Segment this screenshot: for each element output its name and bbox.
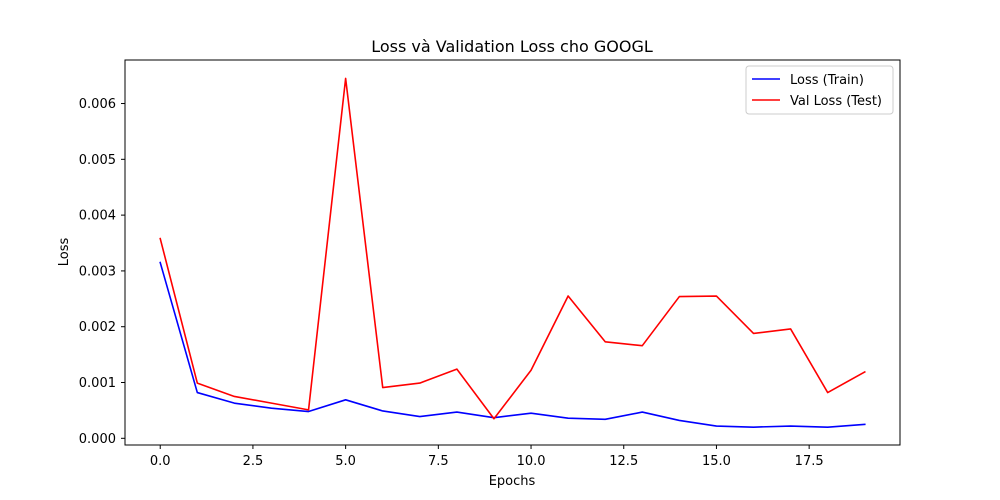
y-tick-label: 0.006 (79, 97, 116, 112)
x-tick-label: 5.0 (335, 454, 356, 469)
x-axis-label: Epochs (489, 474, 536, 489)
x-tick-label: 2.5 (243, 454, 264, 469)
y-axis: 0.000 0.001 0.002 0.003 0.004 0.005 0.006 (79, 97, 125, 447)
x-tick-label: 17.5 (795, 454, 824, 469)
plot-frame (124, 59, 901, 446)
y-tick-label: 0.004 (79, 209, 116, 224)
legend-label: Loss (Train) (790, 73, 864, 88)
x-tick-label: 7.5 (428, 454, 449, 469)
y-axis-label: Loss (57, 238, 72, 267)
y-tick-label: 0.001 (79, 376, 116, 391)
x-tick-label: 12.5 (609, 454, 638, 469)
legend-label: Val Loss (Test) (790, 94, 882, 109)
series-line-train-loss (159, 261, 866, 428)
y-tick-label: 0.002 (79, 320, 116, 335)
x-tick-label: 0.0 (150, 454, 171, 469)
y-tick-label: 0.005 (79, 153, 116, 168)
legend: Loss (Train) Val Loss (Test) (745, 65, 894, 115)
legend-box (745, 65, 894, 115)
plot-area (159, 77, 866, 428)
y-tick-label: 0.003 (79, 264, 116, 279)
x-tick-label: 10.0 (517, 454, 546, 469)
y-tick-label: 0.000 (79, 432, 116, 447)
x-tick-label: 15.0 (702, 454, 731, 469)
x-axis: 0.0 2.5 5.0 7.5 10.0 12.5 15.0 17.5 (150, 445, 824, 469)
series-line-val-loss (159, 77, 866, 420)
chart-title: Loss và Validation Loss cho GOOGL (371, 37, 653, 56)
